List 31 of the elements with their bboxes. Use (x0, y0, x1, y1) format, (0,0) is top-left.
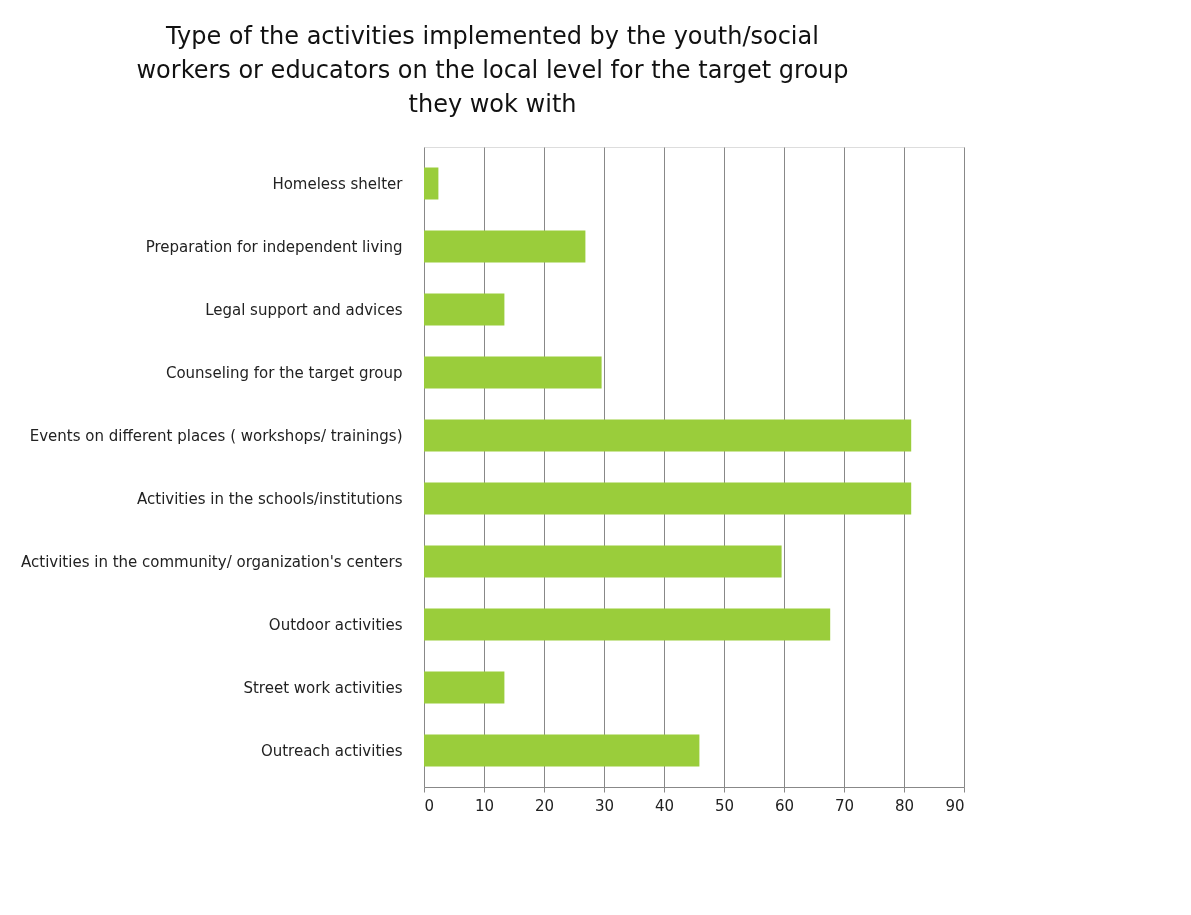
y-tick-label: Counseling for the target group (165, 364, 403, 382)
bar (424, 734, 700, 767)
x-tick-label: 40 (654, 796, 675, 815)
y-tick-label: Activities in the schools/institutions (137, 490, 403, 508)
x-tick-label: 10 (474, 796, 495, 815)
y-tick-label: Preparation for independent living (145, 238, 403, 256)
bar (424, 230, 586, 263)
y-tick-label: Homeless shelter (272, 175, 404, 193)
x-tick-label: 0 (424, 796, 435, 815)
x-tick-label: 70 (834, 796, 855, 815)
x-tick-label: 20 (534, 796, 555, 815)
x-tick-label: 30 (594, 796, 615, 815)
bar (424, 293, 505, 326)
x-tick-label: 50 (714, 796, 735, 815)
bar (424, 608, 831, 641)
y-tick-label: Outdoor activities (268, 616, 403, 634)
y-tick-label: Events on different places ( workshops/ trainings) (29, 427, 403, 445)
x-tick-label: 90 (945, 796, 965, 815)
y-tick-label: Outreach activities (260, 742, 403, 760)
bar (424, 356, 602, 389)
x-tick-label: 80 (894, 796, 915, 815)
bar (424, 545, 782, 578)
y-tick-label: Activities in the community/ organization's centers (21, 553, 403, 571)
y-tick-label: Street work activities (243, 679, 403, 697)
x-tick-label: 60 (774, 796, 795, 815)
y-tick-label: Legal support and advices (205, 301, 403, 319)
bar (424, 482, 912, 515)
bar (424, 167, 439, 200)
bar (424, 419, 912, 452)
chart-title: Type of the activities implemented by the youth/social workers or educators on the local level for the target group they wok with (136, 22, 849, 118)
bar (424, 671, 505, 704)
